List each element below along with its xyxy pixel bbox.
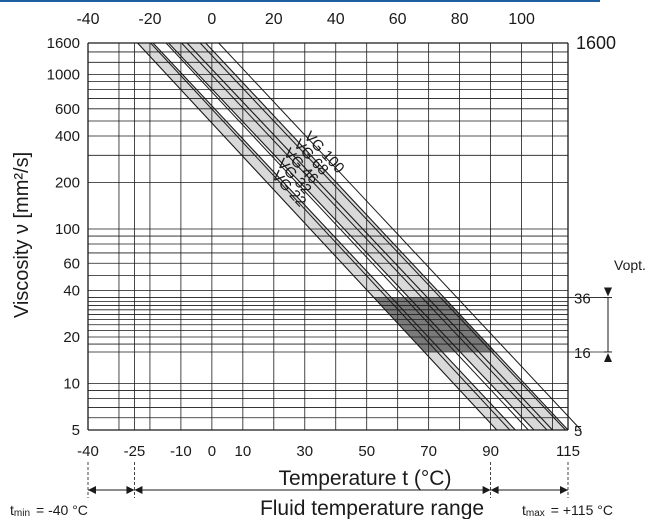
top-tick-label: -20 (138, 11, 161, 28)
top-tick-label: 40 (327, 11, 345, 28)
right-tick-label: 16 (574, 345, 591, 362)
series-edge-vg-100 (218, 42, 582, 431)
top-tick-label: 20 (265, 11, 283, 28)
t-min-label: tmin = -40 °C (10, 502, 88, 519)
top-tick-label: 60 (389, 11, 407, 28)
bottom-tick-label: 10 (234, 443, 251, 460)
series-edge-vg-32 (165, 42, 529, 431)
series-edge-vg-46 (181, 42, 548, 431)
right-tick-label: 1600 (576, 33, 616, 53)
arrow-left-2 (134, 486, 143, 494)
series-line-vg-32 (152, 42, 516, 431)
series-line-vg-22 (137, 42, 498, 431)
top-tick-label: -40 (76, 11, 99, 28)
tick-labels: -40 -20 0 20 40 60 80 100 -40 -25 -10 0 10 30 50 70 90 11… (47, 11, 616, 498)
x-axis-label: Temperature t (°C) (279, 467, 452, 490)
bottom-tick-label: 30 (296, 443, 313, 460)
v-opt-arrow-top (604, 287, 612, 297)
series-edge-vg-68 (199, 42, 566, 431)
series-edge-vg-22 (150, 42, 511, 431)
left-tick-label: 60 (63, 255, 80, 272)
right-tick-label: 36 (574, 291, 591, 308)
top-tick-label: 100 (508, 11, 535, 28)
arrow-left-3 (490, 486, 499, 494)
chart-grid (87, 42, 569, 431)
fluid-range-label: Fluid temperature range (260, 497, 484, 519)
left-tick-label: 600 (55, 101, 80, 118)
bottom-tick-label: 115 (556, 443, 580, 460)
bottom-tick-label: 90 (482, 443, 499, 460)
bottom-tick-label: -10 (170, 443, 192, 460)
annotations: Viscosity ν [mm²/s] Temperature t (°C) F… (10, 152, 646, 519)
y-axis-label: Viscosity ν [mm²/s] (11, 152, 33, 318)
bottom-tick-label: 50 (358, 443, 375, 460)
band-2 (168, 43, 553, 430)
left-tick-label: 20 (63, 329, 80, 346)
arrow-right-2 (482, 486, 491, 494)
left-tick-label: 200 (55, 175, 80, 192)
left-tick-label: 10 (63, 375, 80, 392)
v-opt-arrow-bottom (604, 352, 612, 362)
band-0 (137, 43, 516, 430)
viscosity-bands (137, 43, 568, 430)
v-opt-label: Vopt. (614, 257, 646, 273)
t-max-label: tmax = +115 °C (522, 502, 613, 519)
series-line-vg-68 (186, 42, 553, 431)
bottom-tick-label: -25 (124, 443, 146, 460)
left-tick-label: 40 (63, 282, 80, 299)
left-tick-label: 5 (72, 422, 80, 439)
left-tick-label: 1600 (47, 35, 80, 52)
series-line-vg-46 (168, 42, 535, 431)
left-tick-label: 100 (55, 221, 80, 238)
bottom-tick-label: -40 (77, 443, 99, 460)
top-tick-label: 80 (451, 11, 469, 28)
bottom-tick-label: 70 (420, 443, 437, 460)
v-opt-text: Vopt. (614, 257, 646, 273)
top-tick-label: 0 (207, 11, 216, 28)
bottom-tick-label: 0 (208, 443, 216, 460)
left-tick-label: 400 (55, 128, 80, 145)
right-tick-label: 5 (574, 423, 582, 440)
arrow-right-1 (126, 486, 135, 494)
left-tick-label: 1000 (47, 67, 80, 84)
series-line-vg-100 (205, 42, 569, 431)
arrow-left-1 (88, 486, 96, 494)
arrow-right-3 (560, 486, 568, 494)
